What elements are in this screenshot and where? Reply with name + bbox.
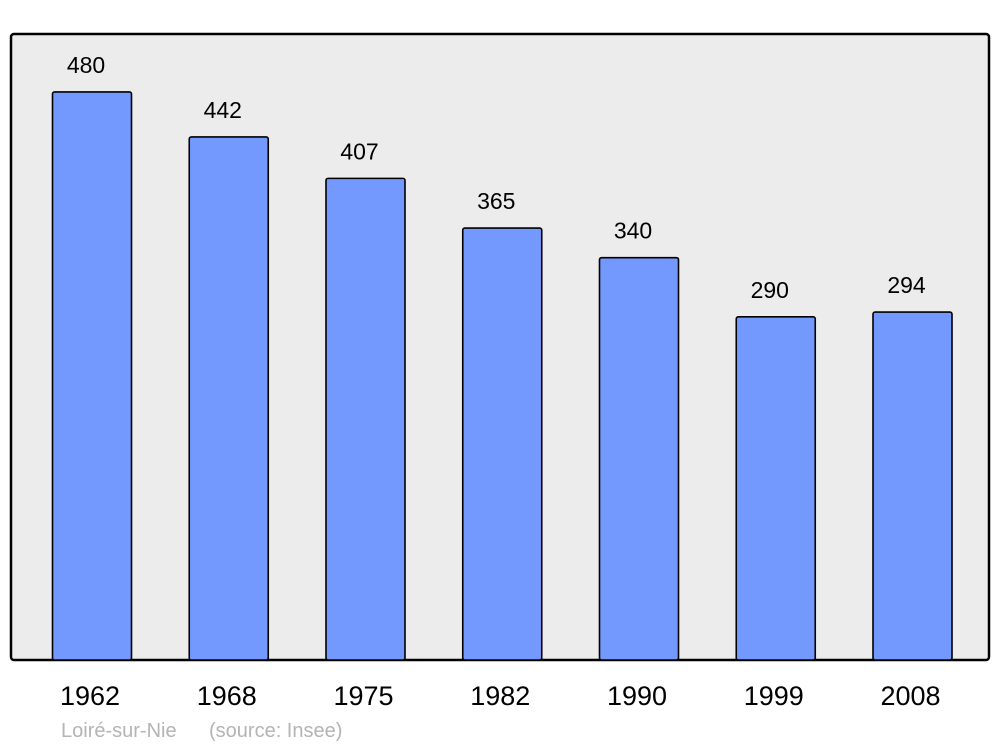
x-tick-label-1982: 1982 [470, 681, 530, 711]
bar-1968 [188, 136, 270, 661]
bar-1999 [735, 316, 817, 661]
data-label-1982: 365 [477, 188, 515, 214]
data-label-1999: 290 [751, 277, 789, 303]
bar-1975 [325, 177, 406, 661]
data-label-2008: 294 [887, 272, 926, 298]
bar-1990 [598, 256, 680, 661]
x-tick-label-1968: 1968 [197, 681, 257, 711]
bar-2008 [872, 311, 953, 661]
x-tick-label-1990: 1990 [607, 681, 667, 711]
footer-source: (source: Insee) [209, 720, 342, 742]
bar-1982 [461, 227, 543, 661]
x-tick-label-1962: 1962 [60, 681, 120, 711]
data-label-1962: 480 [67, 52, 105, 78]
x-tick-label-1999: 1999 [744, 681, 804, 711]
bar-1962 [51, 91, 133, 661]
x-tick-label-1975: 1975 [333, 681, 393, 711]
data-label-1975: 407 [340, 138, 378, 164]
data-label-1990: 340 [614, 218, 652, 244]
x-tick-label-2008: 2008 [880, 681, 940, 711]
footer-place: Loiré-sur-Nie [61, 720, 177, 742]
data-label-1968: 442 [204, 97, 242, 123]
